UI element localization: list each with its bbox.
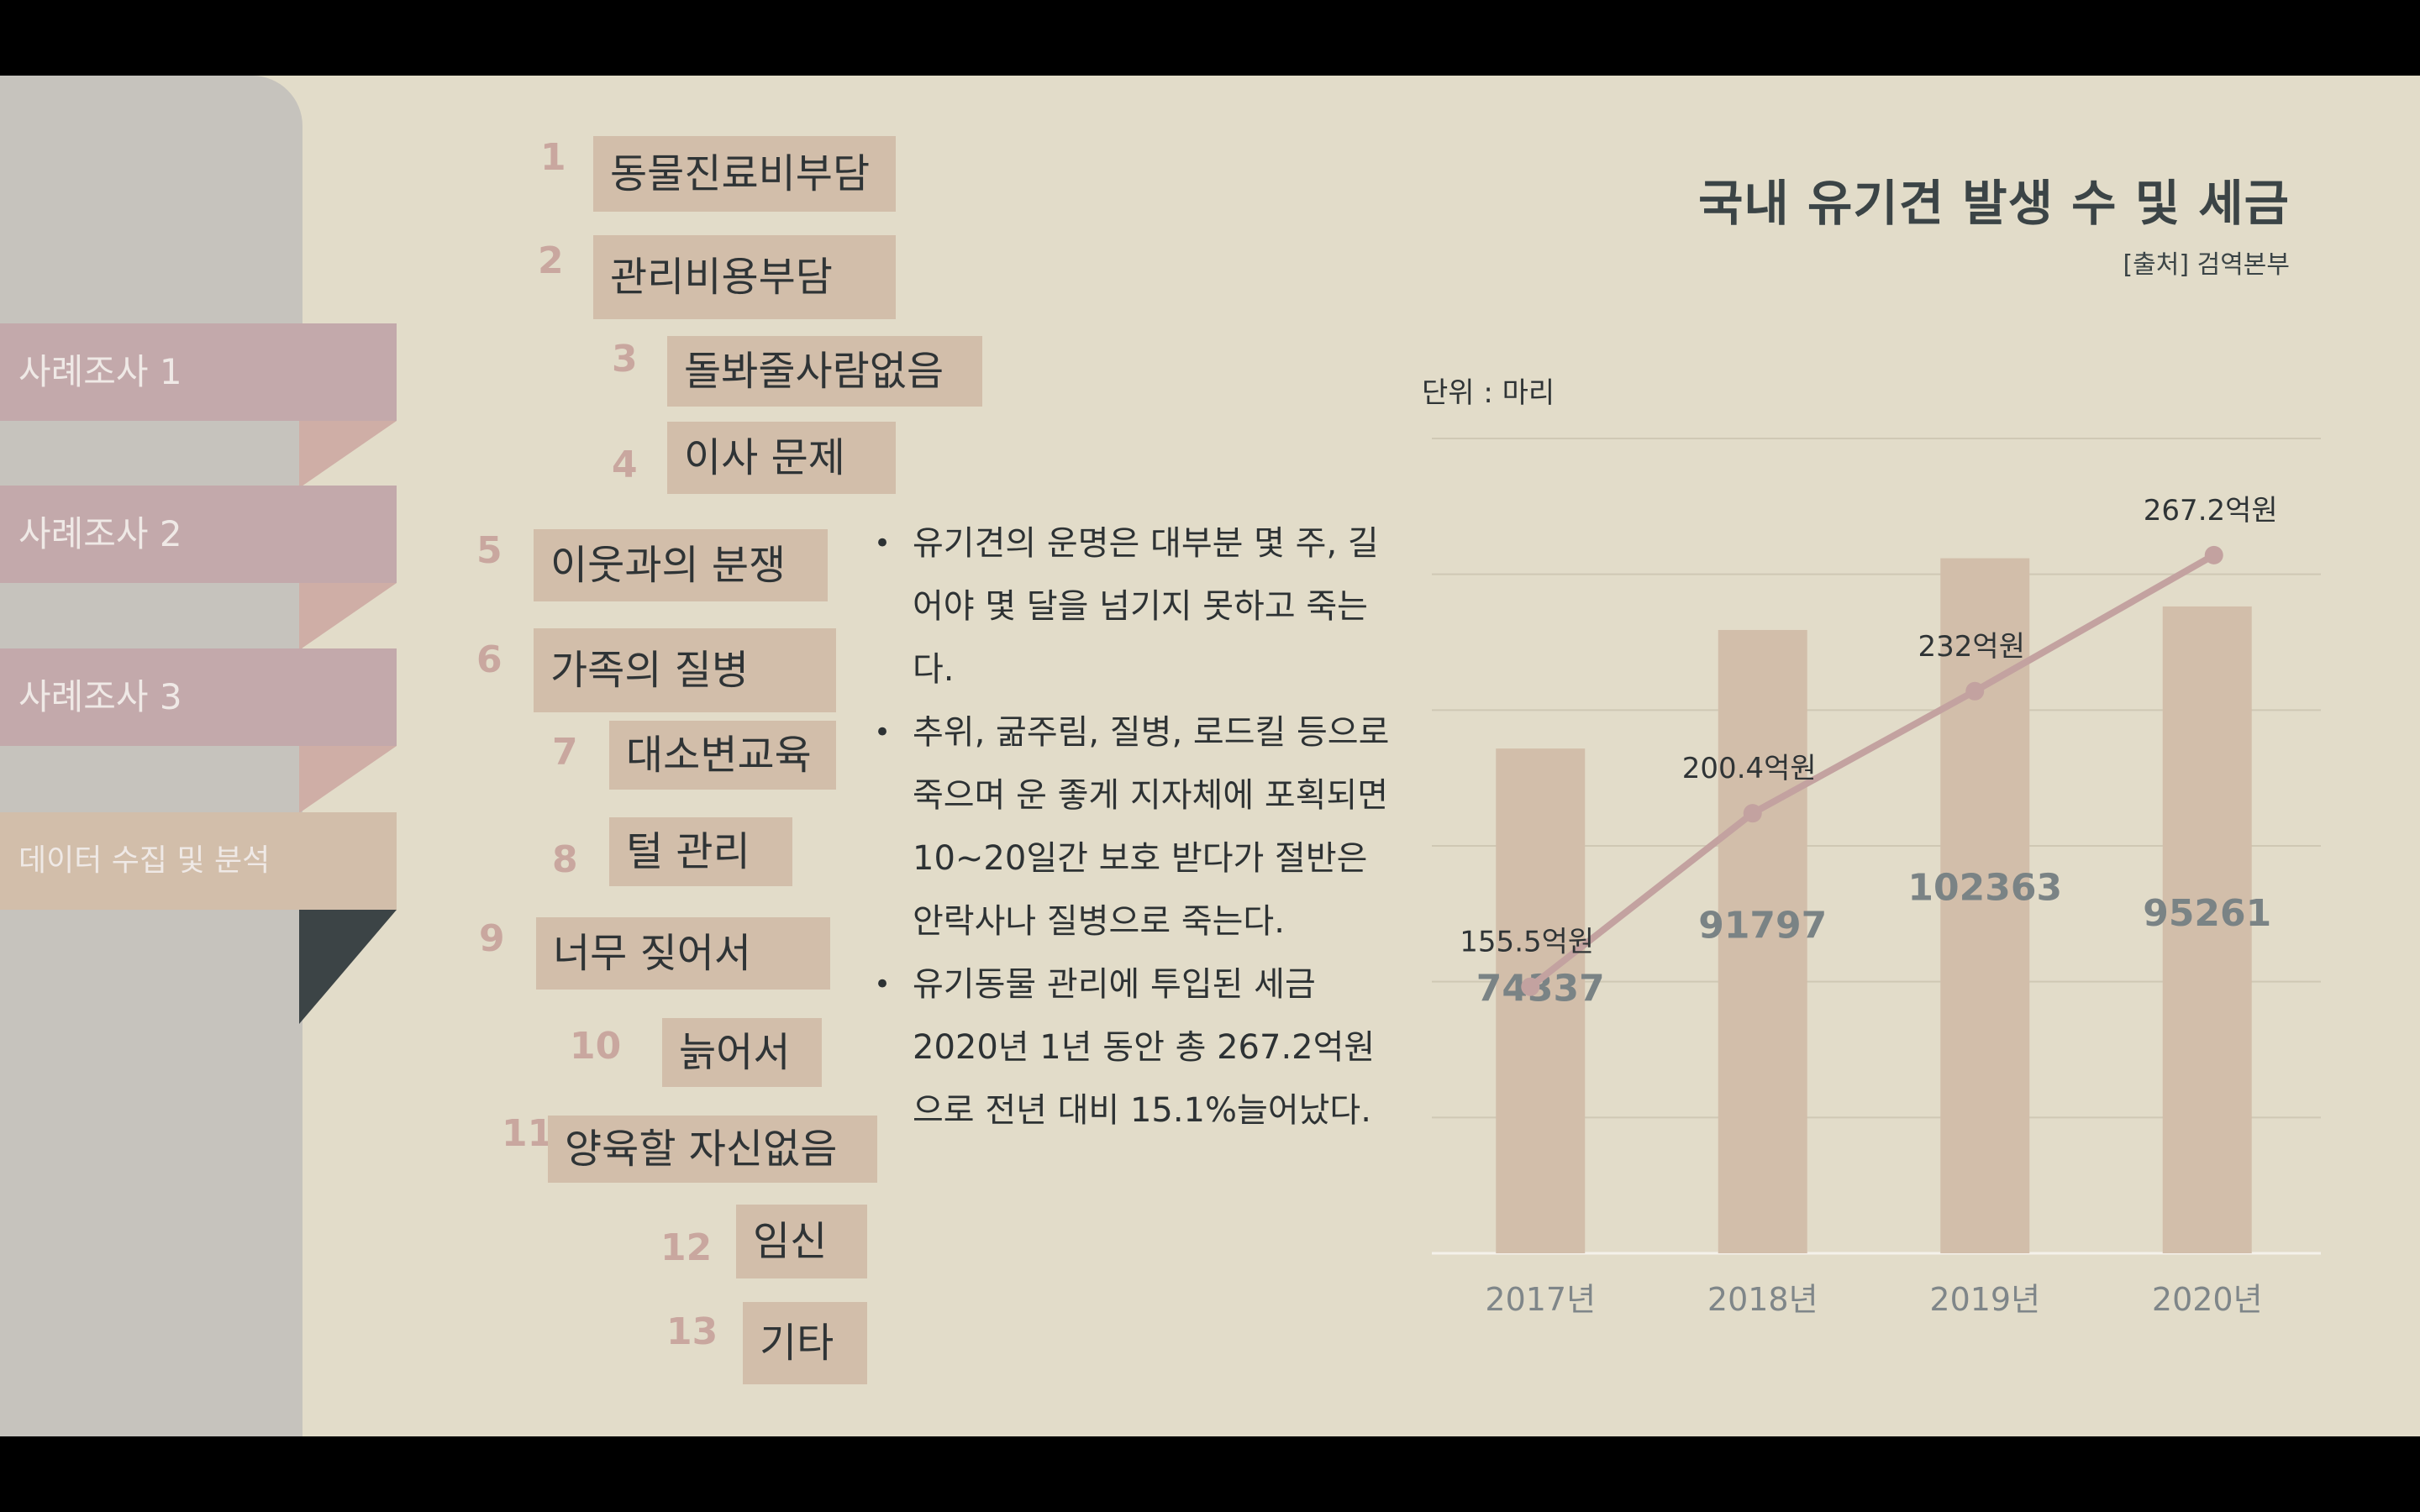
reason-number: 6 — [476, 638, 502, 681]
line-point — [2204, 545, 2223, 564]
reason-number: 11 — [502, 1112, 554, 1155]
x-tick-label: 2019년 — [1929, 1281, 2040, 1318]
ribbon-fold — [299, 583, 397, 650]
bar-value-label: 91797 — [1698, 905, 1827, 948]
reason-number: 13 — [666, 1310, 718, 1353]
reason-number: 12 — [660, 1226, 713, 1269]
ribbon-fold — [299, 421, 397, 488]
sidebar-panel — [0, 76, 302, 1436]
reason-number: 7 — [552, 731, 578, 774]
chart-source: [출처] 검역본부 — [2123, 250, 2290, 280]
reason-item: 대소변교육 — [609, 721, 836, 790]
reason-number: 10 — [570, 1025, 622, 1068]
line-point — [1521, 977, 1540, 996]
sidebar-item-data-analysis[interactable]: 데이터 수집 및 분석 — [0, 812, 397, 910]
line-value-label: 232억원 — [1918, 630, 2025, 664]
reason-item: 동물진료비부담 — [593, 136, 896, 212]
line-value-label: 267.2억원 — [2144, 494, 2278, 528]
bar — [1718, 629, 1807, 1253]
reason-number: 2 — [538, 239, 564, 282]
line-value-label: 200.4억원 — [1682, 752, 1817, 785]
bullet-item: 유기견의 운명은 대부분 몇 주, 길어야 몇 달을 넘기지 못하고 죽는다. — [874, 512, 1395, 701]
bar-value-label: 74337 — [1476, 968, 1605, 1011]
reason-item: 양육할 자신없음 — [548, 1116, 877, 1183]
reason-number: 8 — [552, 838, 578, 881]
bar-value-label: 95261 — [2143, 892, 2271, 935]
x-tick-label: 2017년 — [1485, 1281, 1596, 1318]
sidebar-item-case-study-1[interactable]: 사례조사 1 — [0, 323, 397, 421]
bullet-item: 유기동물 관리에 투입된 세금 2020년 1년 동안 총 267.2억원으로 … — [874, 953, 1395, 1142]
reason-item: 이사 문제 — [667, 422, 896, 494]
x-tick-label: 2020년 — [2152, 1281, 2263, 1318]
bullet-list: 유기견의 운명은 대부분 몇 주, 길어야 몇 달을 넘기지 못하고 죽는다. … — [874, 512, 1395, 1142]
line-series — [1527, 551, 2217, 990]
bar — [2162, 606, 2252, 1253]
bar-value-label: 102363 — [1907, 866, 2062, 909]
line-value-label: 155.5억원 — [1460, 926, 1594, 959]
sidebar-item-case-study-2[interactable]: 사례조사 2 — [0, 486, 397, 583]
bar — [1940, 558, 2030, 1253]
x-tick-label: 2018년 — [1707, 1281, 1818, 1318]
slide: 사례조사 1 사례조사 2 사례조사 3 데이터 수집 및 분석 1 동물진료비… — [0, 76, 2420, 1436]
reason-item: 이웃과의 분쟁 — [534, 529, 828, 601]
line-point — [1743, 804, 1762, 823]
bar — [1496, 748, 1586, 1253]
reason-number: 3 — [612, 338, 638, 381]
sidebar-item-case-study-3[interactable]: 사례조사 3 — [0, 648, 397, 746]
reason-item: 임신 — [736, 1205, 867, 1278]
reason-item: 털 관리 — [609, 817, 792, 886]
reason-item: 관리비용부담 — [593, 235, 896, 319]
reason-item: 기타 — [743, 1302, 867, 1384]
reason-item: 너무 짖어서 — [536, 917, 830, 990]
chart: 74337 91797 102363 95261 2017년 2018년 2019년 2020… — [1432, 438, 2321, 1318]
line-point — [1965, 681, 1985, 701]
chart-unit-label: 단위 : 마리 — [1422, 376, 1555, 410]
reason-number: 1 — [540, 136, 566, 179]
reason-number: 5 — [476, 529, 502, 572]
chart-title: 국내 유기견 발생 수 및 세금 — [1698, 175, 2290, 232]
reason-number: 4 — [612, 444, 638, 486]
ribbon-fold — [299, 746, 397, 813]
bullet-item: 추위, 굶주림, 질병, 로드킬 등으로 죽으며 운 좋게 지자체에 포획되면 … — [874, 701, 1395, 953]
reason-item: 늙어서 — [662, 1018, 822, 1087]
reason-number: 9 — [479, 917, 505, 960]
ribbon-fold-active — [299, 910, 397, 1024]
reason-item: 가족의 질병 — [534, 628, 836, 712]
reason-item: 돌봐줄사람없음 — [667, 336, 982, 407]
